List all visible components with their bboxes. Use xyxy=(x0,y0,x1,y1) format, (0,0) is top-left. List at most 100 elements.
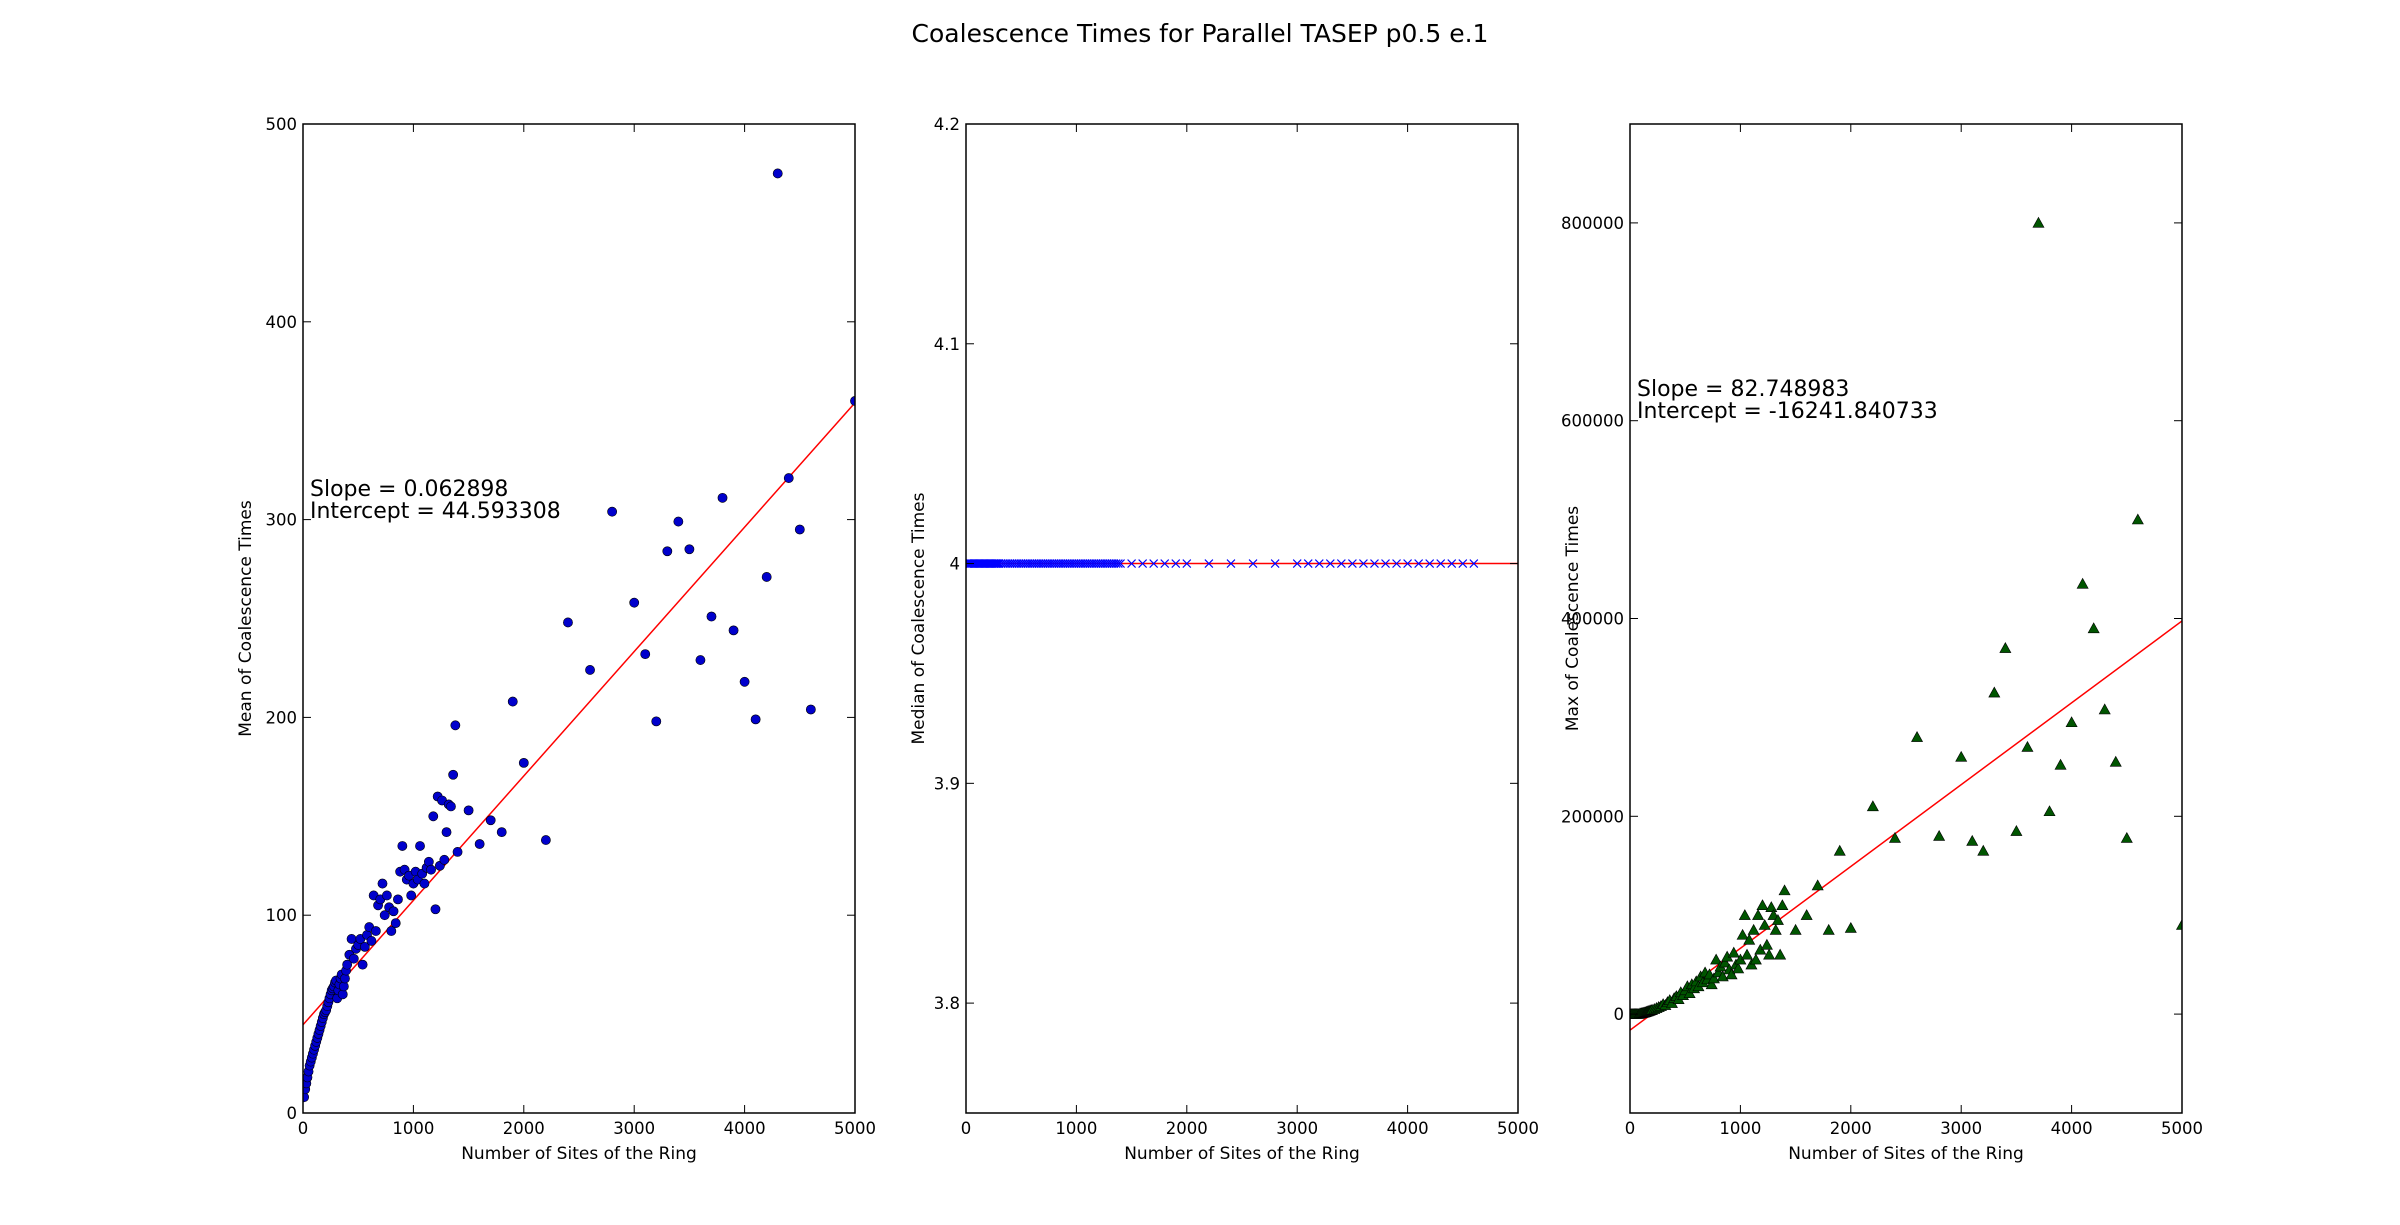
max-point xyxy=(2109,755,2122,767)
max-point xyxy=(2131,513,2144,525)
median-point xyxy=(1325,559,1335,568)
median-point xyxy=(1292,559,1302,568)
median-point xyxy=(1074,559,1083,568)
mean-fit-annotation: Intercept = 44.593308 xyxy=(310,499,561,524)
mean-point xyxy=(446,801,456,812)
mean-point xyxy=(357,959,368,970)
max-point xyxy=(1999,642,2012,653)
max-y-axis-label: Max of Coalescence Times xyxy=(1563,506,1583,731)
mean-point xyxy=(448,769,459,780)
max-point xyxy=(1732,962,1745,974)
mean-point xyxy=(366,936,377,946)
median-point xyxy=(1049,559,1059,568)
median-x-tick-label: 3000 xyxy=(1276,1119,1318,1138)
median-x-axis-label: Number of Sites of the Ring xyxy=(1124,1144,1360,1164)
max-point xyxy=(1736,928,1749,940)
median-point xyxy=(1003,559,1013,568)
mean-point xyxy=(496,827,507,838)
median-point xyxy=(1226,559,1236,568)
max-point xyxy=(1769,923,1782,935)
max-point xyxy=(1705,978,1718,990)
mean-point xyxy=(695,655,706,665)
mean-point xyxy=(728,625,739,636)
median-point xyxy=(1072,559,1081,568)
mean-axes-frame xyxy=(302,123,856,1114)
mean-point xyxy=(439,854,450,865)
mean-point xyxy=(428,811,439,822)
median-point xyxy=(1381,559,1390,568)
median-point xyxy=(1014,559,1024,568)
median-point xyxy=(1027,559,1037,568)
max-fit-line xyxy=(1630,620,2182,1031)
median-y-axis-label: Median of Coalescence Times xyxy=(909,492,929,744)
max-point xyxy=(1822,923,1835,935)
max-x-tick-label: 2000 xyxy=(1830,1119,1872,1138)
median-points xyxy=(966,559,1479,568)
max-x-tick-label: 1000 xyxy=(1719,1119,1761,1138)
median-point xyxy=(1058,559,1068,568)
max-point xyxy=(2043,805,2056,817)
median-point xyxy=(1001,559,1011,568)
mean-point xyxy=(397,841,408,851)
max-fit-annotation: Slope = 82.748983 xyxy=(1637,377,1849,402)
median-y-tick-label: 3.9 xyxy=(934,774,960,793)
mean-x-tick-label: 0 xyxy=(298,1119,309,1138)
mean-point xyxy=(406,890,417,901)
mean-point xyxy=(794,524,805,535)
median-point xyxy=(1041,559,1050,568)
median-point xyxy=(1414,559,1424,568)
median-point xyxy=(992,559,1002,568)
max-fit-annotation: Intercept = -16241.840733 xyxy=(1637,399,1938,424)
median-point xyxy=(1076,559,1086,568)
median-point xyxy=(1098,559,1108,568)
mean-y-tick-label: 300 xyxy=(266,511,298,530)
mean-point xyxy=(348,953,359,964)
median-point xyxy=(999,559,1008,568)
max-point xyxy=(1752,909,1765,920)
median-point xyxy=(1370,559,1379,568)
median-y-tick-label: 4.2 xyxy=(934,115,960,134)
max-point xyxy=(1789,923,1802,935)
mean-point xyxy=(507,696,518,707)
max-point xyxy=(2087,622,2100,634)
median-point xyxy=(1403,559,1412,568)
median-point xyxy=(1016,559,1026,568)
mean-point xyxy=(415,841,425,851)
mean-point xyxy=(761,572,772,582)
median-point xyxy=(1314,559,1324,568)
mean-x-tick-label: 2000 xyxy=(503,1119,545,1138)
max-point xyxy=(2175,918,2182,930)
median-point xyxy=(1182,559,1192,568)
median-y-tick-label: 4 xyxy=(950,555,961,574)
mean-point xyxy=(377,878,388,889)
median-point xyxy=(1021,559,1031,568)
mean-point xyxy=(393,894,403,905)
mean-point xyxy=(388,906,399,917)
median-y-tick-label: 3.8 xyxy=(934,994,960,1013)
max-point xyxy=(1977,844,1990,856)
mean-point xyxy=(684,544,695,555)
max-point xyxy=(1743,933,1756,945)
max-x-axis-label: Number of Sites of the Ring xyxy=(1788,1144,2024,1164)
max-y-tick-label: 200000 xyxy=(1561,807,1624,826)
max-point xyxy=(1800,909,1813,920)
mean-point xyxy=(390,918,401,929)
max-y-tick-label: 400000 xyxy=(1561,610,1624,629)
median-point xyxy=(1043,559,1053,568)
median-point xyxy=(1069,559,1079,568)
median-x-tick-label: 1000 xyxy=(1055,1119,1097,1138)
mean-point xyxy=(518,757,529,768)
median-point xyxy=(1078,559,1088,568)
median-x-tick-label: 5000 xyxy=(1497,1119,1539,1138)
mean-point xyxy=(750,714,761,725)
mean-point xyxy=(607,506,618,517)
max-axes-frame xyxy=(1629,123,2183,1114)
max-point xyxy=(2076,577,2089,589)
mean-point xyxy=(772,168,783,179)
median-point xyxy=(1303,559,1313,568)
mean-point xyxy=(585,665,595,675)
mean-point xyxy=(379,910,390,921)
mean-point xyxy=(450,720,461,731)
median-point xyxy=(994,559,1004,568)
mean-point xyxy=(441,827,452,838)
